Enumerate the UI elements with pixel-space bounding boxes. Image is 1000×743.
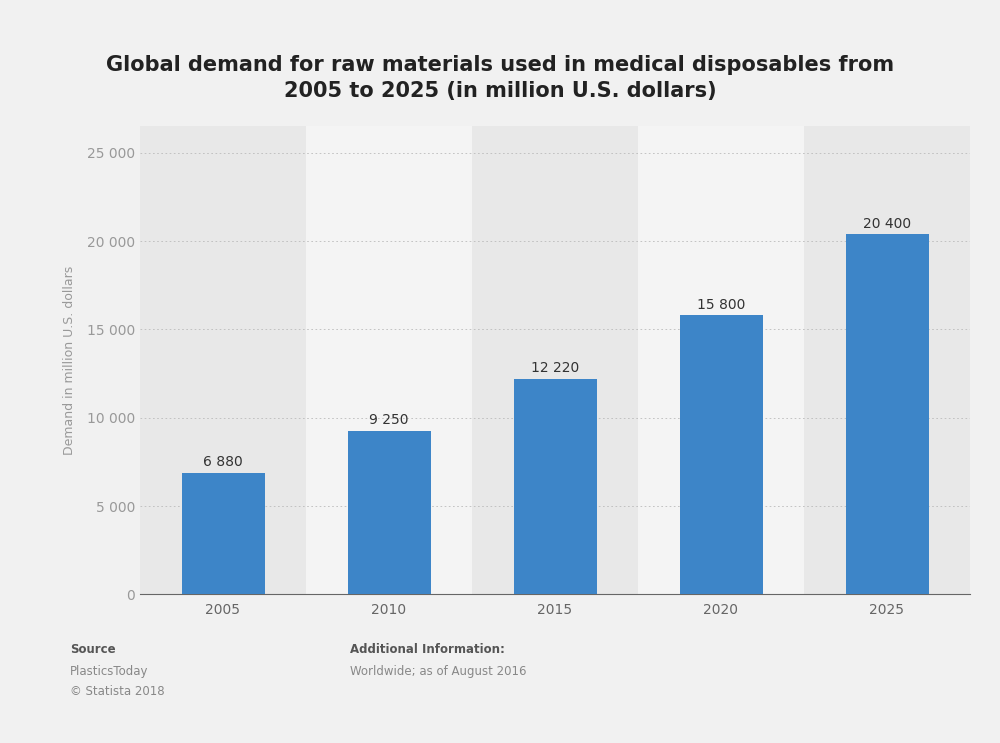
Bar xyxy=(638,126,804,594)
Bar xyxy=(846,234,928,594)
Text: 12 220: 12 220 xyxy=(531,361,579,375)
Bar xyxy=(472,126,638,594)
Bar xyxy=(804,126,970,594)
Y-axis label: Demand in million U.S. dollars: Demand in million U.S. dollars xyxy=(63,266,76,455)
Text: Additional Information:: Additional Information: xyxy=(350,643,505,655)
Text: © Statista 2018: © Statista 2018 xyxy=(70,685,165,698)
Bar xyxy=(514,378,596,594)
Text: Source: Source xyxy=(70,643,116,655)
Bar xyxy=(140,126,306,594)
Text: 15 800: 15 800 xyxy=(697,298,745,312)
Bar xyxy=(306,126,472,594)
Bar xyxy=(182,473,264,594)
Text: PlasticsToday: PlasticsToday xyxy=(70,665,148,678)
Text: 9 250: 9 250 xyxy=(369,413,409,427)
Text: 20 400: 20 400 xyxy=(863,216,911,230)
Text: Global demand for raw materials used in medical disposables from
2005 to 2025 (i: Global demand for raw materials used in … xyxy=(106,55,894,101)
Text: 6 880: 6 880 xyxy=(203,455,243,470)
Text: Worldwide; as of August 2016: Worldwide; as of August 2016 xyxy=(350,665,526,678)
Bar xyxy=(348,431,430,594)
Bar xyxy=(680,315,763,594)
